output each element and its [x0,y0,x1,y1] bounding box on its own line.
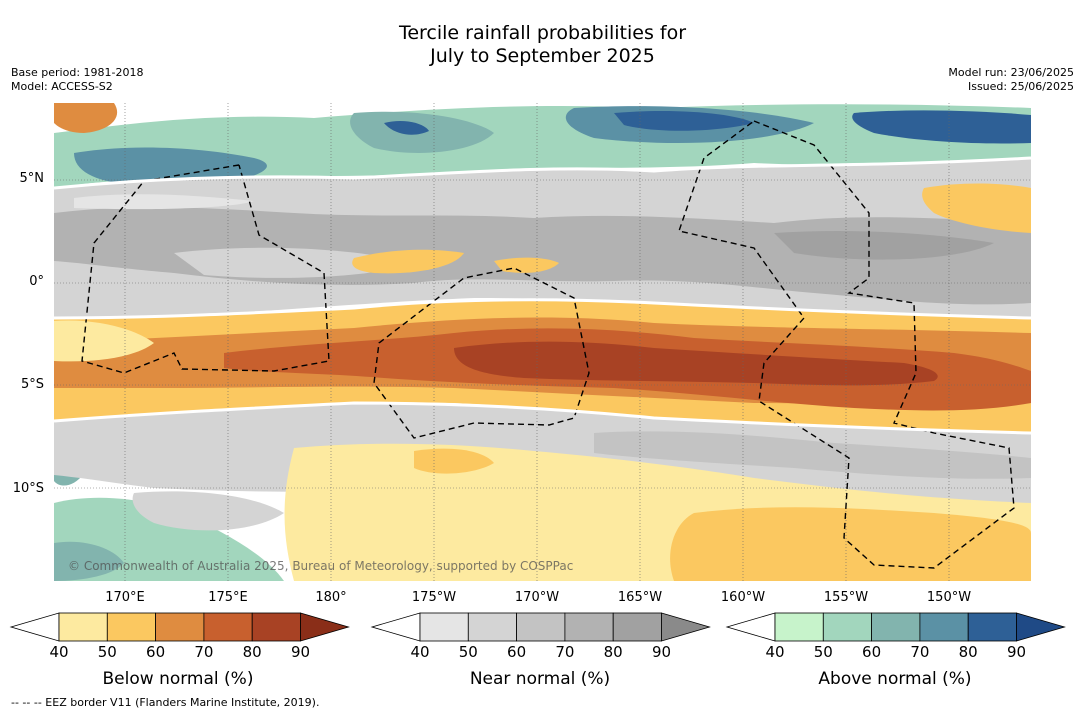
title-line-2: July to September 2025 [430,45,655,67]
eez-footnote: -- -- -- EEZ border V11 (Flanders Marine… [11,696,320,709]
below-normal-band-strongest [454,341,938,386]
colorbar-below-normal [9,612,350,642]
near-normal-band-north-dark [54,207,1031,305]
colorbar-segment [251,612,301,642]
colorbar-segment [871,612,921,642]
near-normal-south-patch [132,491,284,531]
colorbar-segment [516,612,566,642]
lon-label-175e: 175°E [208,590,248,605]
colorbar-title-below: Below normal (%) [102,669,254,689]
colorbar-segment [155,612,205,642]
lon-label-170w: 170°W [514,590,560,605]
colorbar-segment [967,612,1017,642]
model-run-date: Model run: 23/06/2025 [948,66,1074,79]
colorbar-tick-label: 70 [194,643,214,661]
below-normal-nw [54,103,118,133]
colorbar-extend-low [370,612,421,642]
colorbar-tick-label: 40 [49,643,69,661]
lon-label-175w: 175°W [411,590,457,605]
colorbar-above-normal [725,612,1066,642]
colorbar-segment [774,612,824,642]
colorbar-tick-label: 40 [410,643,430,661]
eez-borders [81,120,1015,569]
colorbar-tick-label: 60 [507,643,527,661]
colorbar-extend-low [9,612,60,642]
colorbar-title-above: Above normal (%) [818,669,972,689]
near-normal-band-north-light [74,194,254,210]
colorbar-tick-label: 50 [97,643,117,661]
colorbar-tick-label: 50 [458,643,478,661]
colorbar-segment [58,612,108,642]
model-name: Model: ACCESS-S2 [11,80,113,93]
colorbar-segment [919,612,969,642]
eez-border-kiribati-gilbert [81,164,330,374]
contour-outlines [54,156,1031,435]
above-normal-band-north-5 [614,111,754,131]
colorbar-tick-label: 80 [242,643,262,661]
colorbar-tick-label: 90 [290,643,311,661]
above-normal-band-north-6 [852,110,1031,144]
below-normal-patch-eq [352,249,464,274]
colorbar-tick-label: 60 [146,643,166,661]
colorbar-tick-label: 40 [765,643,785,661]
near-normal-patch-1 [174,247,414,278]
issued-date: Issued: 25/06/2025 [967,80,1074,93]
colorbar-extend-high [300,612,350,642]
base-period: Base period: 1981-2018 [11,66,144,79]
eez-border-phoenix [373,267,590,439]
near-normal-patch-2 [774,231,994,260]
colorbar-tick-label: 80 [958,643,978,661]
lon-label-165w: 165°W [617,590,663,605]
colorbar-extend-high [1016,612,1066,642]
lon-label-150w: 150°W [926,590,972,605]
colorbar-segment [419,612,469,642]
meta-right: Model run: 23/06/2025 Issued: 25/06/2025 [948,66,1074,94]
lon-label-180: 180° [315,590,347,605]
colorbar-tick-label: 90 [1006,643,1027,661]
eez-border-line-islands [678,120,1015,569]
above-normal-sw-corner-2 [54,541,124,581]
colorbar-tick-label: 70 [555,643,575,661]
below-normal-west-patch [54,320,154,362]
below-normal-patch-ne [922,183,1031,233]
colorbars [9,612,1066,642]
colorbar-tick-label: 90 [651,643,672,661]
near-normal-band-south-dark [594,431,1031,479]
colorbar-segment [612,612,662,642]
colorbar-segment [203,612,253,642]
lat-label-10s: 10°S [12,481,44,496]
above-normal-band-north-2 [74,147,267,186]
colorbar-segment [106,612,157,642]
colorbar-tick-label: 60 [862,643,882,661]
lon-label-170e: 170°E [105,590,145,605]
colorbar-tick-label: 80 [603,643,623,661]
colorbar-title-near: Near normal (%) [469,669,611,689]
colorbar-near-normal [370,612,711,642]
lat-label-5s: 5°S [20,377,44,392]
colorbar-extend-low [725,612,776,642]
lon-label-160w: 160°W [720,590,766,605]
lon-label-155w: 155°W [823,590,869,605]
probability-map [54,103,1031,581]
lat-label-5n: 5°N [19,171,45,186]
title-line-1: Tercile rainfall probabilities for [398,22,687,44]
colorbar-segment [564,612,614,642]
colorbar-segment [822,612,872,642]
colorbar-tick-label: 50 [813,643,833,661]
copyright-notice: © Commonwealth of Australia 2025, Bureau… [68,559,574,573]
meta-left: Base period: 1981-2018 Model: ACCESS-S2 [11,66,143,94]
lat-label-0: 0° [29,274,44,289]
colorbar-extend-high [661,612,711,642]
colorbar-tick-label: 70 [910,643,930,661]
map-title: Tercile rainfall probabilities for July … [0,22,1085,68]
colorbar-segment [467,612,517,642]
graticule [54,103,1031,581]
above-normal-band-north-7 [384,120,429,135]
